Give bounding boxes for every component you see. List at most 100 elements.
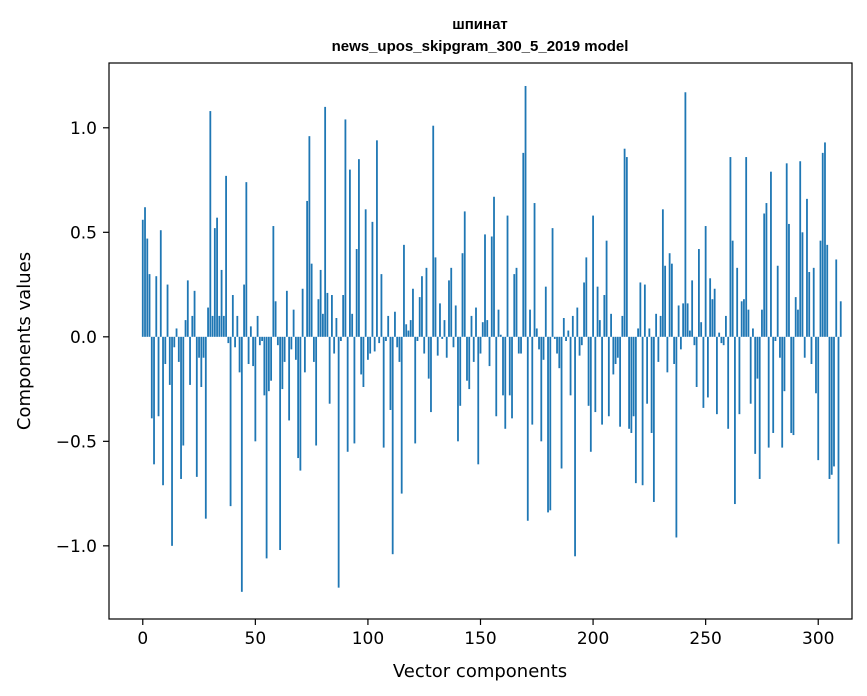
bar bbox=[177, 336, 180, 362]
bar bbox=[331, 295, 333, 337]
chart-title-line2: news_upos_skipgram_300_5_2019 model bbox=[332, 38, 629, 55]
bar bbox=[729, 157, 732, 337]
bar bbox=[695, 336, 698, 387]
bar bbox=[657, 336, 660, 362]
bar bbox=[380, 274, 383, 337]
bar bbox=[436, 336, 439, 356]
bar bbox=[596, 286, 599, 337]
bar bbox=[443, 320, 446, 337]
bar bbox=[459, 336, 462, 406]
y-tick-label: −1.0 bbox=[56, 537, 97, 557]
bar bbox=[479, 336, 482, 354]
bar bbox=[781, 336, 784, 448]
bar bbox=[452, 336, 455, 348]
bar bbox=[770, 171, 772, 337]
bar bbox=[713, 288, 716, 337]
x-tick-label: 250 bbox=[689, 629, 721, 649]
x-tick-label: 50 bbox=[245, 629, 267, 649]
bar bbox=[776, 265, 779, 337]
bar bbox=[767, 336, 770, 448]
bar bbox=[677, 305, 680, 337]
bar bbox=[216, 217, 218, 337]
bar bbox=[312, 336, 315, 362]
bar bbox=[378, 336, 381, 344]
bar bbox=[351, 313, 354, 337]
bar bbox=[815, 336, 817, 394]
bar bbox=[731, 240, 734, 337]
bar bbox=[173, 336, 176, 348]
bar bbox=[833, 336, 835, 467]
bar bbox=[664, 265, 667, 337]
bar bbox=[544, 286, 547, 337]
bar bbox=[353, 336, 356, 444]
bar bbox=[430, 336, 432, 413]
bar bbox=[560, 336, 563, 469]
bar bbox=[711, 299, 714, 337]
bar bbox=[679, 336, 682, 350]
bar bbox=[358, 159, 360, 337]
bar bbox=[808, 272, 811, 337]
bar bbox=[810, 336, 813, 364]
bar bbox=[416, 336, 419, 341]
bar bbox=[574, 336, 576, 557]
bar bbox=[688, 330, 691, 337]
bar bbox=[297, 336, 300, 459]
bar bbox=[655, 313, 658, 337]
bar bbox=[261, 336, 263, 341]
bar bbox=[698, 249, 700, 337]
bar bbox=[445, 336, 448, 358]
bar bbox=[556, 336, 558, 354]
chart-title-line1: шпинат bbox=[452, 16, 508, 33]
bar bbox=[159, 230, 162, 337]
bar bbox=[360, 336, 363, 375]
bar bbox=[326, 292, 329, 337]
bar bbox=[646, 336, 649, 404]
bar bbox=[835, 259, 838, 337]
bar bbox=[502, 336, 504, 396]
bar bbox=[691, 280, 694, 337]
bar bbox=[389, 336, 392, 410]
bar bbox=[231, 295, 234, 337]
bar bbox=[716, 336, 718, 415]
bar bbox=[756, 336, 759, 379]
bar bbox=[725, 315, 727, 337]
bar bbox=[785, 163, 788, 337]
y-axis-ticks: 1.0 0.5 0.0 −0.5 −1.0 bbox=[56, 119, 109, 557]
bar bbox=[790, 336, 793, 433]
bar bbox=[155, 276, 158, 337]
bar bbox=[288, 336, 291, 421]
bar bbox=[594, 336, 597, 413]
bar bbox=[292, 309, 295, 337]
bar bbox=[432, 125, 435, 337]
bar bbox=[535, 328, 538, 337]
bar bbox=[542, 336, 545, 360]
bar bbox=[245, 182, 248, 337]
bar bbox=[765, 203, 768, 337]
bar bbox=[830, 336, 833, 475]
y-tick-label: 0.5 bbox=[70, 223, 97, 243]
bar bbox=[301, 288, 304, 337]
bar bbox=[619, 336, 621, 427]
bar bbox=[421, 276, 423, 337]
bar bbox=[632, 336, 635, 417]
bar bbox=[707, 336, 709, 398]
bar bbox=[675, 336, 678, 538]
bar bbox=[202, 336, 205, 358]
bar bbox=[418, 297, 421, 337]
bar bbox=[477, 336, 480, 465]
bar bbox=[497, 309, 500, 337]
bar bbox=[783, 336, 786, 392]
y-tick-label: 0.0 bbox=[70, 328, 97, 348]
bar bbox=[589, 336, 592, 452]
bar bbox=[562, 318, 565, 337]
bar bbox=[648, 328, 651, 337]
bar bbox=[146, 238, 149, 337]
y-tick-label: −0.5 bbox=[56, 432, 97, 452]
bar bbox=[457, 336, 459, 442]
bar bbox=[362, 336, 365, 387]
bar bbox=[484, 234, 486, 337]
bar bbox=[270, 336, 273, 381]
bar bbox=[209, 111, 212, 337]
bar bbox=[450, 267, 453, 337]
